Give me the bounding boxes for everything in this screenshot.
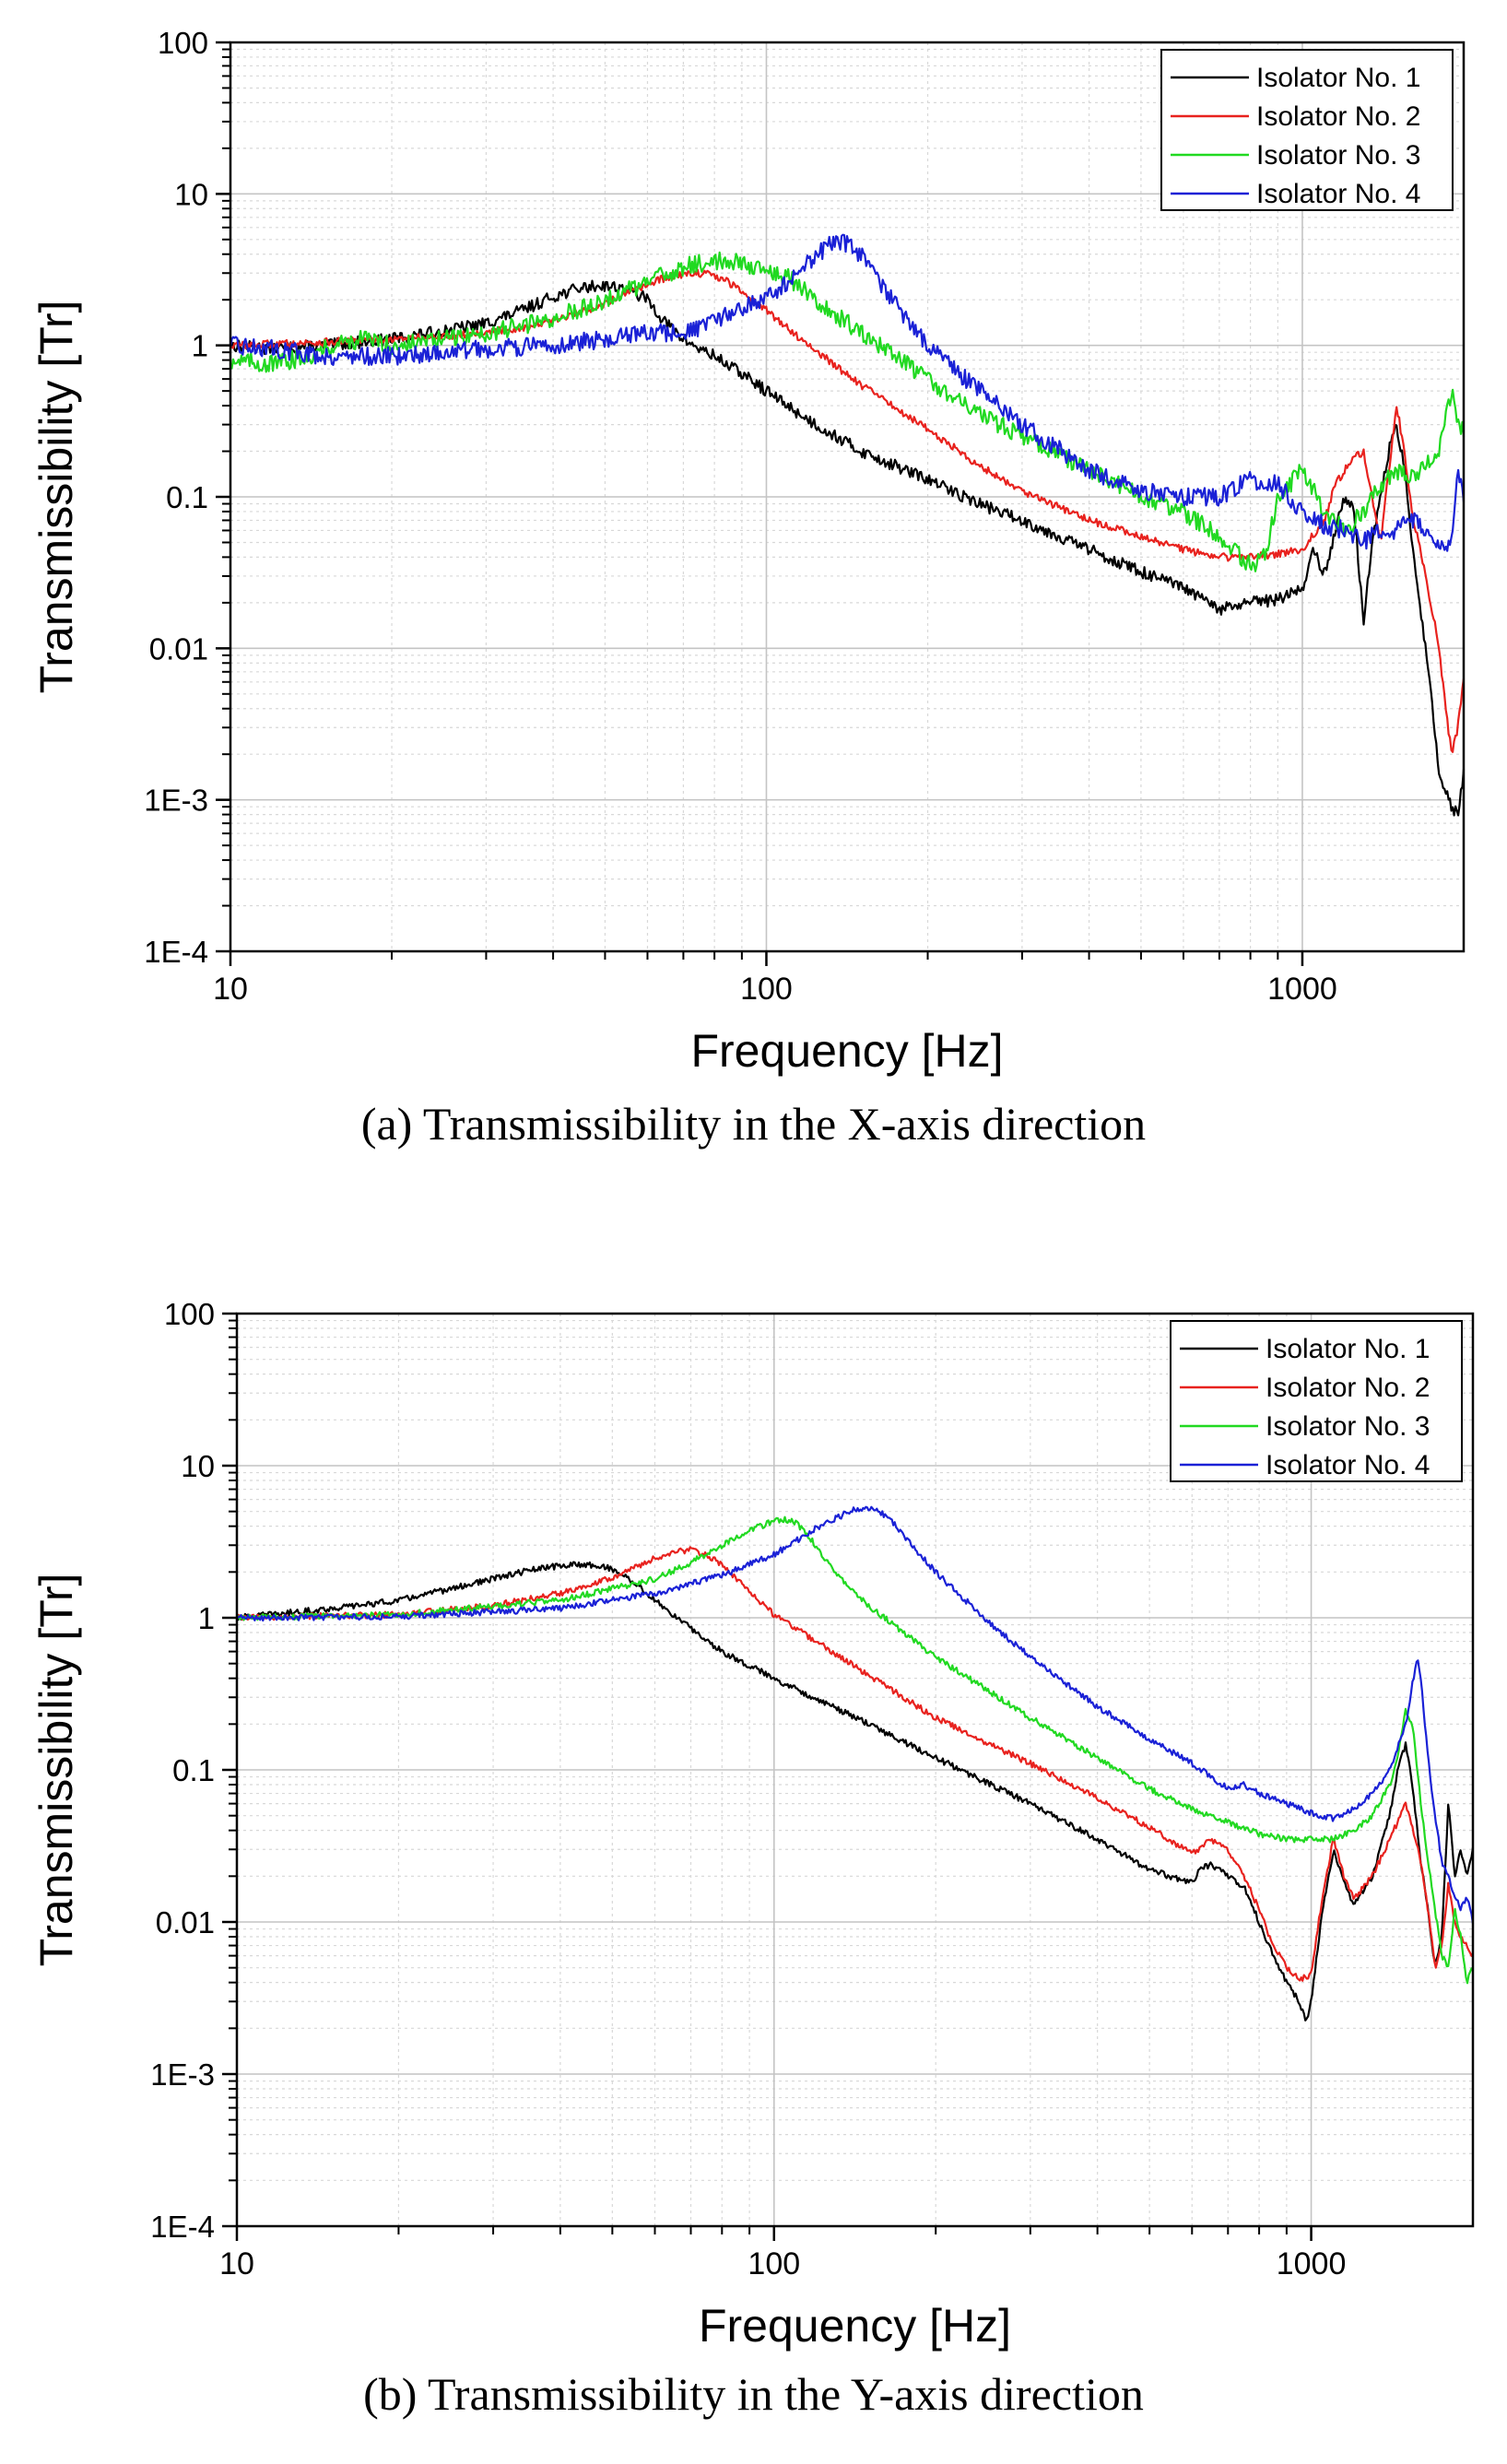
- x-tick-label: 10: [219, 2246, 254, 2281]
- legend-label-isolator-no-3: Isolator No. 3: [1266, 1411, 1430, 1442]
- series-group: [236, 1505, 1475, 2022]
- y-tick-label: 0.1: [166, 480, 208, 514]
- caption-panel-b: (b) Transmissibility in the Y-axis direc…: [363, 2368, 1144, 2420]
- y-tick-label: 1: [192, 329, 208, 363]
- series-line-isolator-no-1: [236, 1561, 1475, 2022]
- legend-label-isolator-no-4: Isolator No. 4: [1256, 179, 1420, 209]
- series-group: [229, 233, 1466, 817]
- y-tick-label: 0.1: [172, 1753, 215, 1787]
- legend: Isolator No. 1 Isolator No. 2 Isolator No.…: [1170, 1320, 1463, 1482]
- series-line-isolator-no-4: [236, 1505, 1475, 1925]
- series-line-isolator-no-4: [229, 233, 1466, 552]
- y-axis-label: Transmissibility [Tr]: [30, 1574, 82, 1967]
- y-tick-label: 10: [181, 1449, 215, 1483]
- x-tick-label: 10: [213, 972, 248, 1007]
- chart-panel-a: 1E-4 1E-3 0.01 0.1 1 10 100 10 100 1000 Frequency …: [30, 26, 1466, 1077]
- x-tick-label: 100: [740, 972, 793, 1007]
- x-axis: 10 100 1000: [213, 951, 1337, 1007]
- series-line-isolator-no-3: [236, 1515, 1474, 1985]
- x-axis: 10 100 1000: [219, 2226, 1346, 2281]
- series-line-isolator-no-3: [229, 251, 1466, 572]
- legend-label-isolator-no-1: Isolator No. 1: [1256, 63, 1420, 93]
- legend-label-isolator-no-4: Isolator No. 4: [1266, 1450, 1430, 1480]
- chart-panel-b: 1E-4 1E-3 0.01 0.1 1 10 100 10 100 1000 Frequency …: [30, 1297, 1475, 2352]
- caption-panel-a: (a) Transmissibility in the X-axis direc…: [360, 1098, 1147, 1149]
- major-grid: [237, 1314, 1473, 2226]
- legend-label-isolator-no-2: Isolator No. 2: [1256, 101, 1420, 132]
- y-tick-label: 1E-3: [144, 784, 208, 818]
- series-line-isolator-no-1: [230, 279, 1466, 817]
- y-tick-label: 100: [158, 26, 208, 60]
- y-axis: 1E-4 1E-3 0.01 0.1 1 10 100: [144, 26, 230, 969]
- y-tick-label: 0.01: [149, 631, 208, 666]
- y-axis-label: Transmissibility [Tr]: [30, 301, 82, 694]
- y-tick-label: 1E-4: [144, 935, 208, 969]
- legend-label-isolator-no-3: Isolator No. 3: [1256, 140, 1420, 171]
- y-tick-label: 10: [174, 177, 208, 211]
- x-axis-label: Frequency [Hz]: [699, 2300, 1011, 2352]
- y-tick-label: 0.01: [156, 1905, 215, 1939]
- y-tick-label: 100: [164, 1297, 215, 1331]
- legend-label-isolator-no-1: Isolator No. 1: [1266, 1334, 1430, 1364]
- x-axis-label: Frequency [Hz]: [690, 1025, 1003, 1077]
- x-tick-label: 1000: [1277, 2246, 1347, 2281]
- y-tick-label: 1: [198, 1601, 215, 1635]
- x-tick-label: 1000: [1267, 972, 1337, 1007]
- legend: Isolator No. 1 Isolator No. 2 Isolator No.…: [1160, 49, 1454, 211]
- x-tick-label: 100: [748, 2246, 800, 2281]
- y-axis: 1E-4 1E-3 0.01 0.1 1 10 100: [150, 1297, 237, 2244]
- y-tick-label: 1E-4: [150, 2210, 215, 2244]
- legend-label-isolator-no-2: Isolator No. 2: [1266, 1373, 1430, 1403]
- y-tick-label: 1E-3: [150, 2057, 215, 2092]
